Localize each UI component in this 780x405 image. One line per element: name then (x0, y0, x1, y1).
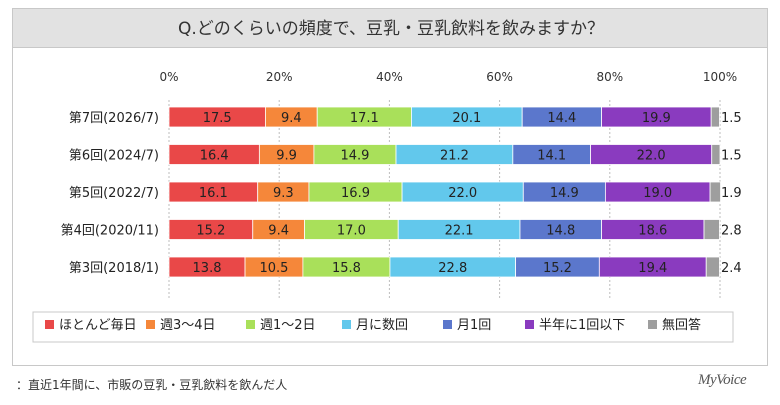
category-label: 第3回(2018/1) (69, 261, 159, 276)
data-label: 22.8 (438, 261, 467, 276)
data-label: 1.5 (721, 111, 742, 126)
x-tick-label: 40% (376, 70, 403, 84)
legend-swatch (45, 320, 54, 329)
data-label: 20.1 (452, 111, 481, 126)
data-label: 22.0 (637, 149, 666, 164)
data-label: 15.8 (332, 261, 361, 276)
data-label: 14.8 (546, 224, 575, 239)
data-label: 9.4 (281, 111, 302, 126)
data-label: 14.1 (537, 149, 566, 164)
legend-swatch (648, 320, 657, 329)
x-tick-label: 60% (486, 70, 513, 84)
footnote: ：直近1年間に、市販の豆乳・豆乳飲料を飲んだ人 (16, 378, 288, 392)
legend-label: 週3～4日 (160, 318, 216, 333)
data-label: 19.0 (643, 186, 672, 201)
legend-label: 月1回 (457, 318, 491, 333)
data-label: 1.5 (721, 149, 742, 164)
chart-panel: 0% 20% 40% 60% 80% 100% 第7回(2026/7) 17.5 9.4 17.1… (12, 48, 768, 366)
myvoice-logo: MyVoice (698, 372, 747, 388)
bar-segment (705, 256, 720, 278)
data-label: 19.4 (638, 261, 667, 276)
data-label: 15.2 (543, 261, 572, 276)
data-label: 16.4 (200, 149, 229, 164)
legend-label: ほとんど毎日 (59, 317, 137, 333)
legend-swatch (525, 320, 534, 329)
data-label: 14.9 (550, 186, 579, 201)
bar-segment (711, 144, 721, 165)
data-label: 19.9 (642, 111, 671, 126)
bar-segment (710, 106, 720, 128)
legend-label: 半年に1回以下 (539, 318, 625, 333)
data-label: 15.2 (196, 224, 225, 239)
legend-swatch (443, 320, 452, 329)
data-label: 17.0 (337, 224, 366, 239)
legend-label: 月に数回 (356, 318, 408, 333)
bar-segment (709, 181, 721, 203)
x-tick-label: 0% (159, 70, 178, 84)
data-label: 2.8 (721, 224, 742, 239)
x-tick-label: 80% (596, 70, 623, 84)
data-label: 9.3 (273, 186, 294, 201)
legend-swatch (342, 320, 351, 329)
legend-label: 無回答 (662, 317, 701, 333)
category-label: 第7回(2026/7) (69, 111, 159, 126)
data-label: 9.4 (268, 224, 289, 239)
data-label: 21.2 (440, 149, 469, 164)
x-tick-label: 100% (703, 70, 737, 84)
data-label: 18.6 (638, 224, 667, 239)
category-label: 第4回(2020/11) (61, 224, 159, 239)
legend-swatch (246, 320, 255, 329)
data-label: 22.1 (445, 224, 474, 239)
legend-label: 週1～2日 (260, 318, 316, 333)
x-tick-label: 20% (266, 70, 293, 84)
data-label: 22.0 (448, 186, 477, 201)
category-label: 第6回(2024/7) (69, 149, 159, 164)
data-label: 14.9 (340, 149, 369, 164)
data-label: 14.4 (547, 111, 576, 126)
data-label: 17.5 (203, 111, 232, 126)
chart-title: Q.どのくらいの頻度で、豆乳・豆乳飲料を飲みますか？ (177, 19, 605, 39)
bar-segment (703, 219, 720, 240)
data-label: 16.1 (199, 186, 228, 201)
stacked-bar-chart: 0% 20% 40% 60% 80% 100% 第7回(2026/7) 17.5 9.4 17.1… (32, 70, 742, 343)
data-label: 10.5 (259, 261, 288, 276)
data-label: 2.4 (721, 261, 742, 276)
title-bar: Q.どのくらいの頻度で、豆乳・豆乳飲料を飲みますか？ (12, 8, 768, 48)
data-label: 13.8 (193, 261, 222, 276)
data-label: 1.9 (721, 186, 742, 201)
data-label: 16.9 (341, 186, 370, 201)
category-label: 第5回(2022/7) (69, 186, 159, 201)
legend-swatch (146, 320, 155, 329)
data-label: 9.9 (276, 149, 297, 164)
data-label: 17.1 (350, 111, 379, 126)
